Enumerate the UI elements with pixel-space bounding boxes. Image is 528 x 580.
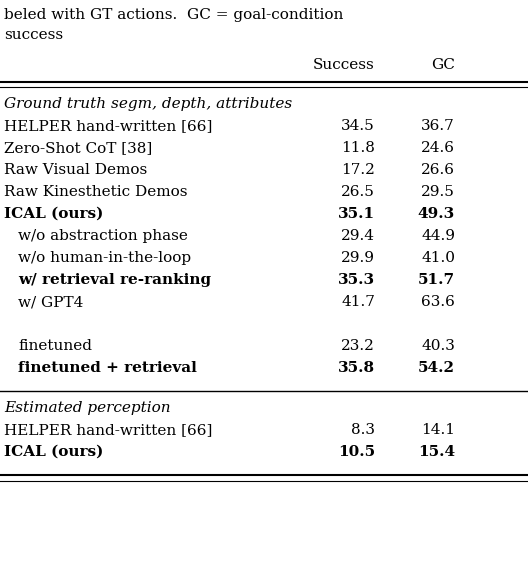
Text: success: success <box>4 28 63 42</box>
Text: 24.6: 24.6 <box>421 141 455 155</box>
Text: 54.2: 54.2 <box>418 361 455 375</box>
Text: 10.5: 10.5 <box>338 445 375 459</box>
Text: 36.7: 36.7 <box>421 119 455 133</box>
Text: Estimated perception: Estimated perception <box>4 401 171 415</box>
Text: ICAL (ours): ICAL (ours) <box>4 445 103 459</box>
Text: 15.4: 15.4 <box>418 445 455 459</box>
Text: 29.4: 29.4 <box>341 229 375 243</box>
Text: 49.3: 49.3 <box>418 207 455 221</box>
Text: 41.0: 41.0 <box>421 251 455 265</box>
Text: 8.3: 8.3 <box>351 423 375 437</box>
Text: beled with GT actions.  GC = goal-condition: beled with GT actions. GC = goal-conditi… <box>4 8 343 22</box>
Text: GC: GC <box>431 58 455 72</box>
Text: 35.3: 35.3 <box>338 273 375 287</box>
Text: w/o human-in-the-loop: w/o human-in-the-loop <box>18 251 191 265</box>
Text: Raw Visual Demos: Raw Visual Demos <box>4 163 147 177</box>
Text: 29.5: 29.5 <box>421 185 455 199</box>
Text: finetuned + retrieval: finetuned + retrieval <box>18 361 197 375</box>
Text: w/ GPT4: w/ GPT4 <box>18 295 83 309</box>
Text: Raw Kinesthetic Demos: Raw Kinesthetic Demos <box>4 185 187 199</box>
Text: 26.6: 26.6 <box>421 163 455 177</box>
Text: Zero-Shot CoT [38]: Zero-Shot CoT [38] <box>4 141 152 155</box>
Text: finetuned: finetuned <box>18 339 92 353</box>
Text: 41.7: 41.7 <box>341 295 375 309</box>
Text: 35.8: 35.8 <box>338 361 375 375</box>
Text: ICAL (ours): ICAL (ours) <box>4 207 103 221</box>
Text: 35.1: 35.1 <box>338 207 375 221</box>
Text: 34.5: 34.5 <box>341 119 375 133</box>
Text: 23.2: 23.2 <box>341 339 375 353</box>
Text: Success: Success <box>313 58 375 72</box>
Text: 26.5: 26.5 <box>341 185 375 199</box>
Text: HELPER hand-written [66]: HELPER hand-written [66] <box>4 423 212 437</box>
Text: 40.3: 40.3 <box>421 339 455 353</box>
Text: 17.2: 17.2 <box>341 163 375 177</box>
Text: w/o abstraction phase: w/o abstraction phase <box>18 229 188 243</box>
Text: 51.7: 51.7 <box>418 273 455 287</box>
Text: HELPER hand-written [66]: HELPER hand-written [66] <box>4 119 212 133</box>
Text: 63.6: 63.6 <box>421 295 455 309</box>
Text: 14.1: 14.1 <box>421 423 455 437</box>
Text: w/ retrieval re-ranking: w/ retrieval re-ranking <box>18 273 211 287</box>
Text: Ground truth segm, depth, attributes: Ground truth segm, depth, attributes <box>4 97 293 111</box>
Text: 29.9: 29.9 <box>341 251 375 265</box>
Text: 44.9: 44.9 <box>421 229 455 243</box>
Text: 11.8: 11.8 <box>341 141 375 155</box>
